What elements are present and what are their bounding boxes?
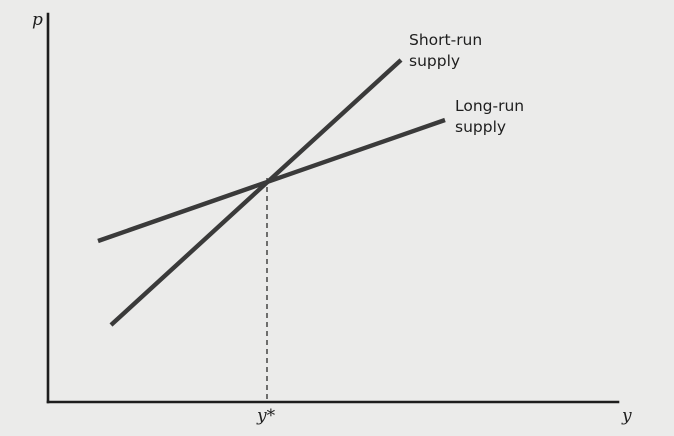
- equilibrium-tick-label: y*: [256, 406, 276, 426]
- long-run-label-line1: Long-run: [455, 97, 524, 115]
- long-run-supply-label: Long-run supply: [455, 97, 529, 136]
- short-run-label-line1: Short-run: [409, 31, 482, 49]
- short-run-supply-curve: [109, 58, 403, 327]
- long-run-label-line2: supply: [455, 118, 506, 136]
- short-run-supply-label: Short-run supply: [409, 31, 487, 70]
- y-axis-label: p: [32, 10, 43, 30]
- x-axis-label: y: [621, 406, 632, 426]
- short-run-label-line2: supply: [409, 52, 460, 70]
